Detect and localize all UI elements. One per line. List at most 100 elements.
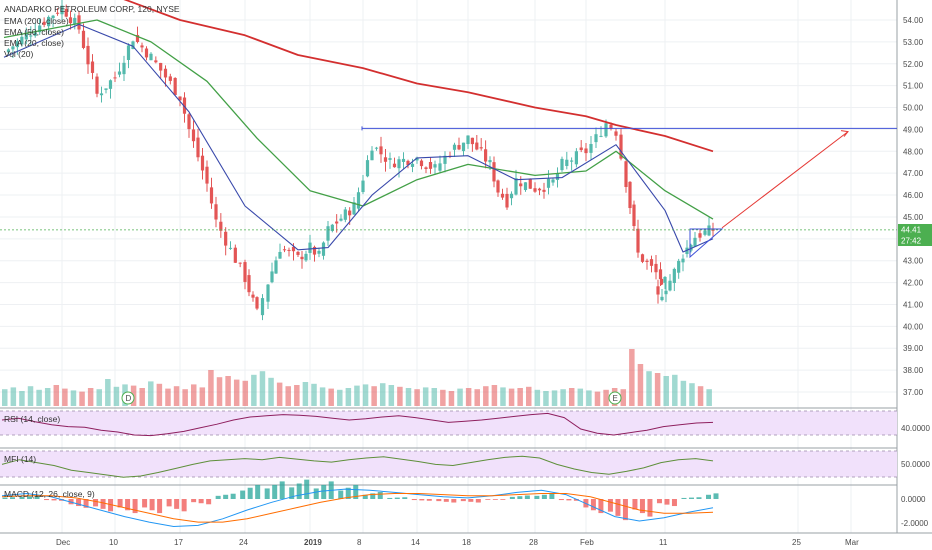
candle-body [640, 254, 645, 262]
volume-bar [672, 374, 678, 406]
ema20-line [3, 23, 714, 253]
volume-bar [216, 377, 223, 406]
price-axis[interactable]: 37.0038.0039.0040.0041.0042.0043.0044.00… [903, 16, 924, 397]
time-axis[interactable]: Dec 10 17 24 2019 8 14 18 28 Feb 11 25 Mar [56, 538, 859, 547]
rsi-label[interactable]: RSI (14, close) [4, 414, 60, 424]
time-tick-label: Mar [845, 538, 859, 547]
macd-histogram-bar [321, 484, 327, 499]
candle-body [38, 25, 42, 33]
candle-body [528, 178, 532, 189]
candle-body [64, 8, 68, 17]
price-tick-label: 47.00 [903, 169, 924, 178]
time-tick-label: 25 [792, 538, 801, 547]
macd-histogram-bar [51, 499, 57, 501]
candle-body [649, 259, 654, 266]
macd-histogram-bar [198, 499, 204, 504]
candle-body [379, 146, 383, 155]
candle-body [255, 297, 259, 309]
candle-body [122, 62, 126, 75]
volume-bar [285, 386, 291, 406]
price-tick-label: 49.00 [903, 125, 924, 134]
candle-body [523, 182, 528, 191]
price-tick-label: 50.00 [903, 104, 924, 113]
candle-body [546, 178, 551, 188]
candle-body [173, 77, 177, 96]
candle-body [693, 237, 697, 247]
volume-bar [689, 383, 695, 406]
macd-histogram-bar [304, 479, 310, 499]
volume-bar [199, 387, 206, 406]
candle-body [663, 276, 667, 283]
drawings[interactable] [0, 126, 897, 259]
candle-body [108, 80, 113, 89]
volume-bar [397, 386, 403, 406]
candle-body [410, 163, 415, 167]
candle-body [594, 134, 598, 143]
candle-body [90, 61, 95, 73]
candle-body [131, 41, 135, 50]
time-tick-label: Dec [56, 538, 70, 547]
candle-body [479, 147, 483, 149]
candle-body [492, 162, 496, 182]
price-tick-label: 45.00 [903, 213, 924, 222]
candle-body [238, 262, 242, 264]
legend-ema200[interactable]: EMA (200, close) [4, 16, 69, 26]
macd-line [1, 488, 714, 528]
legend-ema50[interactable]: EMA (50, close) [4, 27, 64, 37]
macd-histogram-bar [558, 499, 564, 501]
candle-body [681, 258, 685, 263]
candle-body [233, 247, 237, 263]
volume-bar [345, 388, 352, 406]
volume-bar [551, 390, 558, 406]
macd-histogram-bar [656, 499, 662, 504]
volume-bar [87, 388, 94, 406]
mfi-pane [1, 455, 714, 478]
volume-bar [560, 389, 566, 406]
candle-body [159, 62, 163, 71]
macd-histogram-bar [279, 481, 285, 499]
macd-label[interactable]: MACD (12, 26, close, 9) [4, 489, 95, 499]
candle-body [365, 160, 370, 177]
rsi-band [0, 411, 897, 435]
candle-body [113, 77, 117, 79]
candle-body [29, 35, 33, 37]
candle-body [278, 251, 282, 259]
candle-body [68, 17, 73, 24]
candle-body [419, 160, 424, 167]
volume-bar [534, 389, 541, 406]
candle-body [551, 179, 555, 183]
candle-body [370, 150, 374, 161]
macd-histogram-bar [534, 495, 540, 499]
volume-bar [526, 386, 532, 406]
volume-bar [337, 389, 343, 406]
earnings-marker[interactable] [608, 391, 622, 405]
macd-histogram-bar [485, 499, 491, 500]
candle-body [677, 260, 681, 273]
candle-body [140, 45, 144, 48]
macd-histogram-bar [247, 487, 253, 499]
volume-bar [190, 384, 197, 406]
candle-body [579, 147, 583, 151]
volume-bar [414, 389, 420, 406]
macd-histogram-bar [566, 499, 572, 501]
volume-bar [483, 386, 489, 406]
candle-body [659, 278, 664, 285]
macd-histogram-bar [460, 499, 466, 502]
dividend-marker[interactable] [121, 391, 135, 405]
macd-histogram-bar [706, 494, 711, 499]
candle-body [685, 247, 689, 255]
legend-ema20[interactable]: EMA (20, close) [4, 38, 64, 48]
macd-histogram-bar [34, 495, 40, 499]
macd-histogram-bar [664, 499, 670, 505]
mfi-label[interactable]: MFI (14) [4, 454, 36, 464]
symbol-title: ANADARKO PETROLEUM CORP, 120, NYSE [4, 4, 180, 14]
macd-histogram-bar [289, 487, 295, 499]
time-tick-label: 11 [659, 538, 668, 547]
macd-histogram-bar [713, 493, 719, 499]
legend-volume[interactable]: Vol (20) [4, 49, 33, 59]
price-tick-label: 53.00 [903, 38, 924, 47]
candle-body [406, 160, 410, 166]
volume-bar [268, 377, 274, 406]
volume-bar [362, 384, 369, 406]
